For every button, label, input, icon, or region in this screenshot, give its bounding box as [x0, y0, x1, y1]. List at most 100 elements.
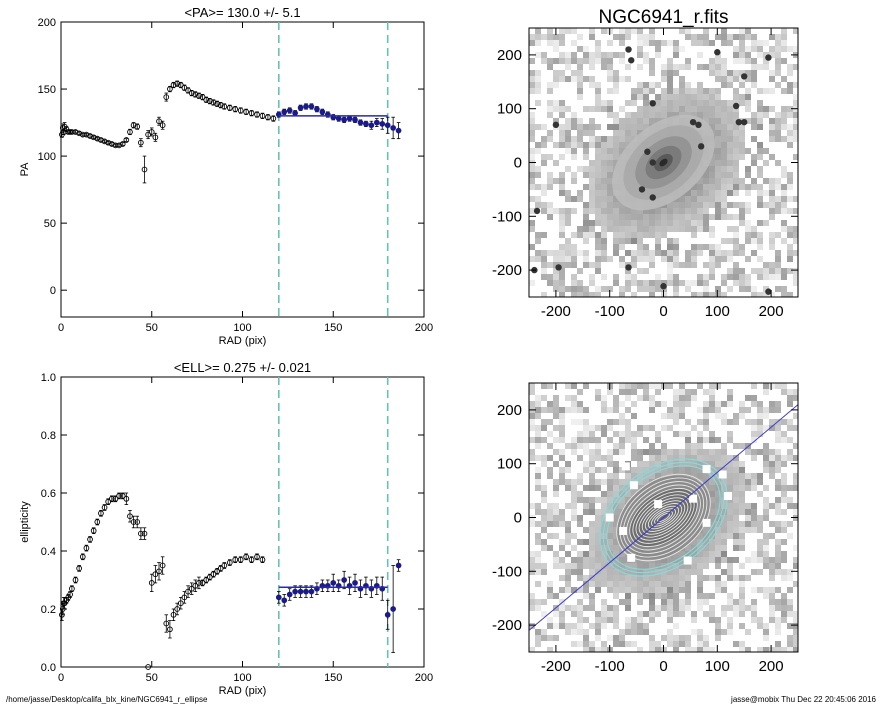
data-point	[185, 588, 191, 595]
data-point	[145, 131, 151, 138]
x-tick-label: 100	[233, 672, 251, 684]
x-tick-label: 50	[146, 322, 158, 334]
series-inner-points	[59, 80, 277, 184]
data-point	[87, 536, 93, 543]
data-point	[170, 82, 177, 88]
file-path-label: /home/jasse/Desktop/califa_blx_kine/NGC6…	[6, 695, 208, 704]
data-point	[138, 139, 144, 146]
data-point	[243, 108, 249, 115]
data-point	[141, 166, 148, 173]
x-tick-label: -100	[595, 303, 625, 320]
star-source	[649, 100, 656, 107]
y-tick-label: 0	[514, 155, 522, 172]
star-source	[697, 143, 705, 150]
data-point	[203, 96, 210, 103]
data-point	[319, 108, 326, 115]
x-axis-label: RAD (pix)	[219, 335, 267, 347]
data-point	[145, 664, 151, 670]
data-point	[72, 577, 79, 583]
data-point	[335, 115, 342, 122]
data-point	[123, 495, 130, 502]
data-point	[76, 565, 83, 572]
data-point	[167, 626, 173, 633]
data-point	[167, 86, 173, 92]
y-tick-label: 200	[38, 17, 56, 29]
mask-region	[605, 513, 614, 522]
data-point	[237, 556, 244, 563]
data-point	[67, 129, 73, 135]
data-point	[308, 588, 315, 595]
data-point	[346, 115, 353, 122]
y-axis-label: ellipticity	[19, 501, 31, 543]
star-source	[735, 118, 743, 126]
data-point	[226, 559, 233, 566]
data-point	[232, 106, 239, 113]
isophote-contour	[619, 477, 708, 558]
y-tick-label: 100	[38, 151, 56, 163]
data-point	[292, 588, 298, 595]
data-point	[259, 556, 266, 563]
data-point	[123, 137, 130, 143]
series-fit-points	[275, 103, 402, 140]
x-tick-label: 150	[324, 322, 342, 334]
star-source	[765, 54, 772, 61]
isophote-contour	[644, 503, 683, 532]
star-source	[638, 186, 646, 193]
data-point	[79, 131, 86, 138]
data-point	[152, 134, 159, 141]
series-fit-points	[275, 559, 402, 653]
data-point	[69, 585, 75, 592]
data-point	[138, 530, 144, 537]
data-point	[286, 107, 293, 114]
isophote-contour	[626, 484, 701, 551]
data-point	[210, 99, 217, 106]
data-point	[368, 122, 375, 129]
data-point	[116, 493, 122, 499]
star-source	[628, 57, 635, 64]
data-point	[108, 495, 115, 502]
data-point	[148, 129, 155, 135]
star-source	[649, 159, 656, 166]
data-point	[352, 580, 358, 586]
galaxy-image	[529, 383, 798, 652]
star-source	[695, 121, 702, 129]
y-tick-label: 1.0	[41, 372, 56, 384]
data-point	[248, 556, 255, 563]
outer-contour	[602, 461, 725, 574]
image-title: NGC6941_r.fits	[599, 7, 729, 28]
data-point	[330, 580, 337, 586]
data-point	[254, 553, 260, 560]
plot-frame	[60, 376, 425, 668]
y-tick-label: 0.0	[41, 662, 56, 674]
mask-region	[654, 500, 663, 509]
x-tick-label: 200	[415, 322, 433, 334]
user-date-label: jasse@mobix Thu Dec 22 20:45:06 2016	[731, 695, 876, 704]
plot-title: <PA>= 130.0 +/- 5.1	[184, 5, 300, 20]
data-point	[384, 611, 391, 618]
y-tick-label: 0.6	[41, 488, 56, 500]
data-point	[101, 504, 108, 511]
x-tick-label: 100	[705, 303, 730, 320]
star-source	[533, 207, 541, 215]
data-point	[341, 577, 347, 583]
x-tick-label: -200	[541, 658, 571, 675]
isophote-contour	[650, 508, 677, 527]
x-tick-label: 0	[58, 672, 64, 684]
mask-region	[629, 481, 638, 490]
star-source	[552, 121, 560, 129]
x-tick-label: 0	[58, 322, 64, 334]
mask-region	[627, 553, 636, 562]
data-point	[308, 103, 315, 110]
data-point	[363, 121, 369, 127]
isophote-contour	[622, 481, 705, 554]
isophote-contour	[654, 510, 673, 525]
star-source	[555, 264, 562, 271]
data-point	[65, 129, 72, 135]
star-source	[689, 118, 697, 126]
data-point	[69, 129, 75, 135]
galaxy-image	[529, 28, 798, 297]
data-point	[226, 104, 233, 111]
y-tick-label: 0.8	[41, 430, 56, 442]
mask-region	[702, 465, 711, 474]
